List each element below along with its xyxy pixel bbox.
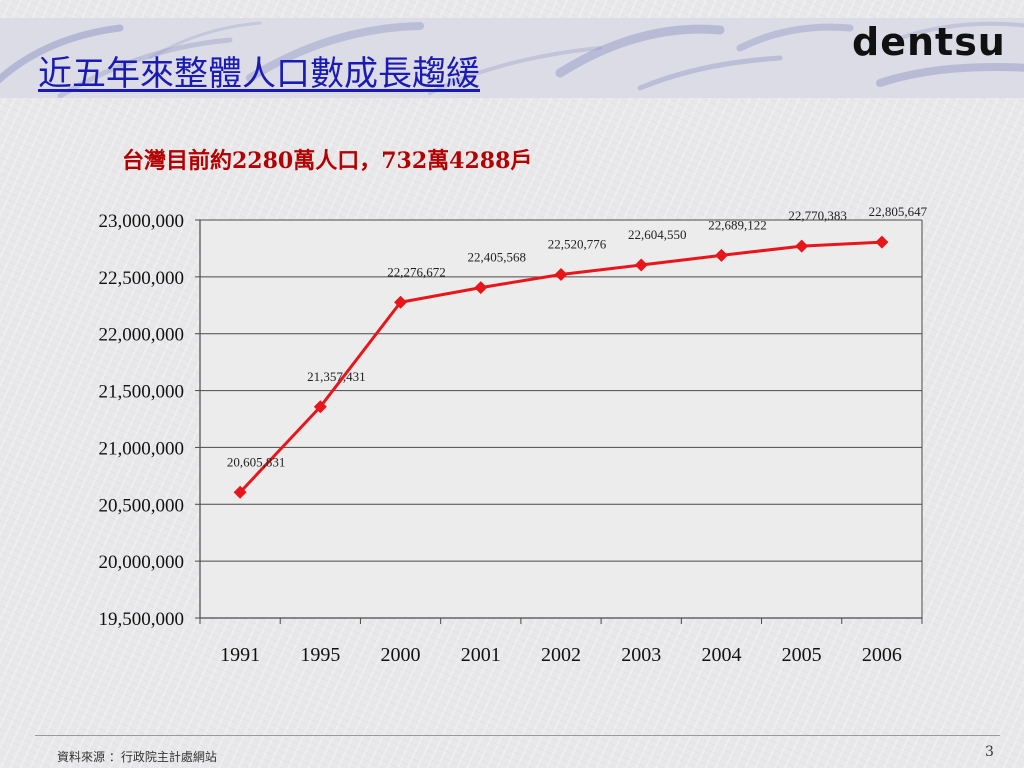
y-tick-label: 21,500,000: [99, 382, 185, 403]
x-tick-label: 2006: [862, 644, 902, 666]
data-label: 22,805,647: [869, 204, 928, 219]
y-tick-label: 19,500,000: [99, 609, 185, 630]
x-tick-label: 1995: [300, 644, 340, 666]
x-tick-label: 2003: [621, 644, 661, 666]
x-tick-label: 1991: [220, 644, 260, 666]
data-point-marker: [554, 267, 568, 281]
header-swoosh-decoration: [0, 18, 1024, 98]
chart-subtitle: 台灣目前約2280萬人口，732萬4288戶: [122, 148, 533, 174]
dentsu-logo: dentsu: [852, 20, 1006, 64]
y-tick-label: 22,000,000: [99, 325, 185, 346]
data-label: 22,689,122: [708, 217, 767, 232]
data-label: 22,770,383: [788, 208, 847, 223]
data-point-marker: [875, 235, 889, 249]
data-point-marker: [394, 295, 408, 309]
y-tick-label: 21,000,000: [99, 438, 185, 459]
data-point-marker: [714, 248, 728, 262]
x-tick-label: 2001: [461, 644, 501, 666]
page-number: 3: [985, 744, 994, 760]
data-point-marker: [313, 400, 327, 414]
slide-title: 近五年來整體人口數成長趨緩: [38, 54, 480, 94]
data-label: 22,604,550: [628, 227, 687, 242]
x-tick-label: 2005: [782, 644, 822, 666]
x-tick-label: 2002: [541, 644, 581, 666]
data-label: 22,405,568: [468, 250, 527, 265]
data-label: 20,605,831: [227, 454, 286, 469]
data-point-marker: [474, 281, 488, 295]
y-tick-label: 23,000,000: [99, 211, 185, 232]
y-tick-label: 22,500,000: [99, 268, 185, 289]
data-label: 22,276,672: [387, 264, 446, 279]
data-label: 21,357,431: [307, 369, 366, 384]
x-tick-label: 2000: [381, 644, 421, 666]
source-note: 資料來源 ：行政院主計處網站: [57, 750, 217, 764]
data-point-marker: [634, 258, 648, 272]
plot-area: [200, 220, 922, 618]
y-tick-label: 20,500,000: [99, 495, 185, 516]
footer-divider: [35, 735, 1000, 736]
y-tick-label: 20,000,000: [99, 552, 185, 573]
data-label: 22,520,776: [548, 236, 607, 251]
data-point-marker: [795, 239, 809, 253]
x-tick-label: 2004: [701, 644, 741, 666]
data-point-marker: [233, 485, 247, 499]
